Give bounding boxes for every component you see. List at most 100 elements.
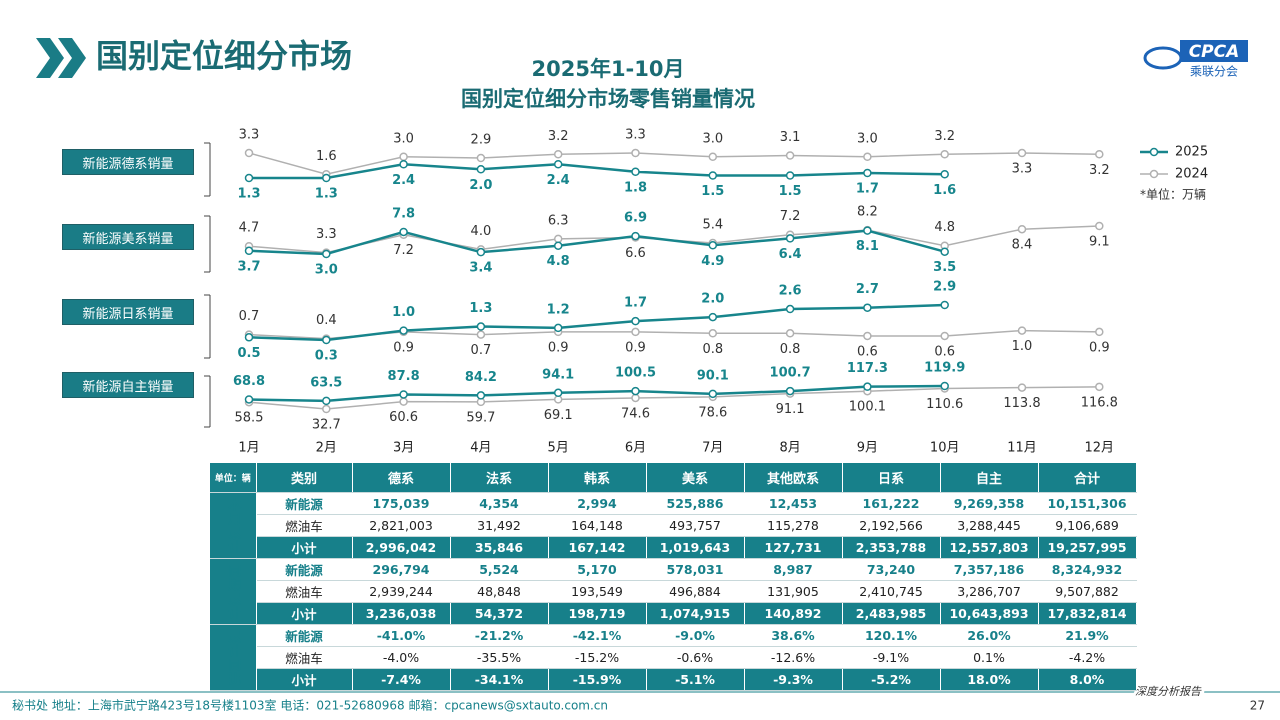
- series-line: [248, 386, 1100, 410]
- value-label: 8.4: [1012, 238, 1033, 253]
- cell: -5.2%: [842, 668, 941, 691]
- point: [863, 226, 872, 235]
- row-type: 小计: [256, 668, 353, 691]
- value-label: 1.3: [469, 301, 492, 316]
- cell: 17,832,814: [1038, 602, 1137, 625]
- point: [863, 168, 872, 178]
- cell: 120.1%: [842, 624, 941, 647]
- point: [1095, 221, 1104, 231]
- value-label: 78.6: [698, 405, 727, 420]
- point: [399, 390, 408, 399]
- value-label: 58.5: [235, 411, 264, 426]
- point: [399, 326, 408, 335]
- point: [476, 165, 486, 174]
- cell: 2,192,566: [842, 514, 941, 537]
- value-label: 3.1: [780, 130, 801, 145]
- point: [631, 393, 640, 403]
- value-label: 0.7: [471, 343, 492, 358]
- point: [244, 333, 254, 342]
- series-line: [248, 152, 1100, 176]
- point: [863, 303, 872, 312]
- value-label: 32.7: [312, 418, 341, 433]
- cell: 31,492: [450, 514, 549, 537]
- value-label: 0.8: [780, 342, 801, 357]
- cell: 3,286,707: [940, 580, 1039, 603]
- value-label: 4.0: [471, 224, 492, 239]
- row-type: 新能源: [256, 492, 353, 515]
- point: [708, 241, 718, 250]
- cell: -12.6%: [744, 646, 843, 669]
- cell: 0.1%: [940, 646, 1039, 669]
- point: [553, 388, 563, 398]
- cell: 19,257,995: [1038, 536, 1137, 559]
- x-tick-label: 4月: [470, 441, 491, 456]
- point: [399, 397, 408, 406]
- point: [399, 152, 408, 161]
- footer-contact: 秘书处 地址：上海市武宁路423号18号楼1103室 电话：021-526809…: [12, 698, 608, 713]
- row-type: 燃油车: [256, 514, 353, 537]
- cell: 131,905: [744, 580, 843, 603]
- value-label: 3.3: [1012, 162, 1033, 177]
- point: [631, 231, 640, 241]
- value-label: 59.7: [466, 410, 495, 425]
- point: [708, 312, 718, 322]
- table-row: 本月累计 新能源 175,039 4,354 2,994 525,886 12,453 161…: [210, 492, 1137, 559]
- cell: -41.0%: [352, 624, 451, 647]
- value-label: 0.3: [315, 349, 338, 364]
- data-table: 单位：辆 类别 德系 法系 韩系 美系 其他欧系 日系 自主 合计 本月累计 新能源 175,039 4,…: [210, 463, 1137, 691]
- panel-label: 新能源日系销量: [62, 299, 194, 325]
- point: [708, 329, 718, 338]
- cell: -35.5%: [450, 646, 549, 669]
- cell: 8.0%: [1038, 668, 1137, 691]
- point: [785, 304, 795, 314]
- point: [399, 160, 408, 169]
- value-label: 0.9: [548, 340, 569, 355]
- x-tick-label: 8月: [779, 441, 800, 456]
- cell: 73,240: [842, 558, 941, 581]
- point: [785, 329, 795, 338]
- cell: 7,357,186: [940, 558, 1039, 581]
- value-label: 3.3: [625, 128, 646, 143]
- point: [708, 171, 718, 180]
- cell: -15.2%: [548, 646, 647, 669]
- value-label: 4.8: [547, 254, 570, 269]
- cell: 26.0%: [940, 624, 1039, 647]
- value-label: 3.4: [469, 261, 492, 276]
- value-label: 3.7: [237, 259, 260, 274]
- value-label: 60.6: [389, 410, 418, 425]
- value-label: 3.2: [548, 129, 569, 144]
- point: [708, 389, 718, 399]
- value-label: 63.5: [310, 375, 342, 390]
- value-label: 91.1: [776, 402, 805, 417]
- logo-box: [1180, 40, 1248, 62]
- table-row: 小计 2,996,042 35,846 167,142 1,019,643 127,731…: [210, 536, 1137, 559]
- value-label: 3.0: [393, 131, 414, 146]
- cell: -42.1%: [548, 624, 647, 647]
- point: [476, 153, 486, 163]
- value-label: 3.3: [316, 227, 337, 242]
- point: [940, 381, 949, 391]
- point: [785, 171, 795, 180]
- point: [940, 150, 949, 159]
- value-label: 7.2: [780, 209, 801, 224]
- value-label: 1.6: [933, 183, 956, 198]
- point: [1095, 327, 1104, 337]
- cell: 525,886: [646, 492, 745, 515]
- column-header: 美系: [646, 463, 745, 493]
- value-label: 3.2: [1089, 163, 1110, 178]
- point: [631, 386, 640, 396]
- column-header: 韩系: [548, 463, 647, 493]
- point: [553, 150, 563, 159]
- cell: -0.6%: [646, 646, 745, 669]
- value-label: 3.2: [934, 129, 955, 144]
- point: [785, 386, 795, 396]
- value-label: 2.7: [856, 282, 879, 297]
- value-label: 116.8: [1081, 395, 1118, 410]
- unit-cell: 单位：辆: [210, 463, 257, 493]
- row-type: 小计: [256, 536, 353, 559]
- value-label: 0.4: [316, 313, 337, 328]
- point: [1017, 224, 1027, 234]
- cell: 578,031: [646, 558, 745, 581]
